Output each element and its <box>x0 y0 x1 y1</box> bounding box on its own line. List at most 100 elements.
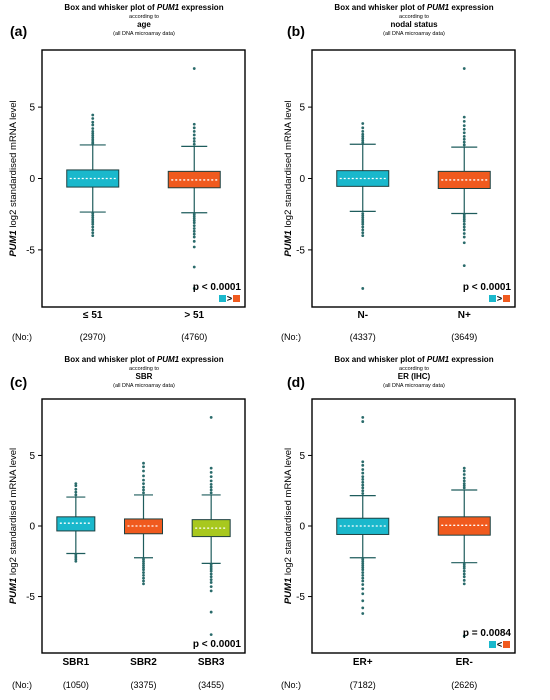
outlier-point <box>462 572 466 576</box>
outlier-point <box>91 129 95 133</box>
outlier-point <box>361 129 365 133</box>
n-label: (No:) <box>12 680 32 690</box>
outlier-point <box>209 567 213 571</box>
outlier-point <box>462 232 466 235</box>
outlier-point <box>74 484 78 488</box>
outlier-point <box>192 133 196 137</box>
y-tick-label: -5 <box>296 245 305 256</box>
outlier-point <box>462 482 466 486</box>
outlier-point <box>91 234 95 238</box>
outlier-point <box>209 565 213 569</box>
outlier-point <box>361 483 365 487</box>
chart-note: (all DNA microarray data) <box>113 31 175 37</box>
box-iqr <box>336 517 390 535</box>
outlier-point <box>462 215 466 219</box>
chart-title-suffix: expression <box>179 3 224 12</box>
outlier-point <box>361 561 365 565</box>
outlier-point <box>361 583 365 586</box>
n-label: (No:) <box>281 680 301 690</box>
outlier-point <box>209 578 213 582</box>
outlier-point <box>361 599 365 603</box>
outlier-point <box>192 142 196 146</box>
category-label: ≤ 51 <box>83 310 103 321</box>
count-label: (7182) <box>350 680 376 690</box>
outlier-point <box>361 212 365 215</box>
outlier-point <box>462 564 466 568</box>
outlier-point <box>361 587 365 591</box>
y-axis-label: PUM1 log2 standardised mRNA level <box>8 100 19 256</box>
chart-subtitle: according to <box>129 366 159 372</box>
outlier-point <box>142 491 145 495</box>
outlier-point <box>192 129 196 133</box>
outlier-point <box>462 225 466 229</box>
chart-title-suffix: expression <box>449 3 494 12</box>
box-iqr <box>66 169 120 188</box>
outlier-point <box>209 479 213 483</box>
category-label: SBR3 <box>198 657 225 668</box>
y-tick-label: 5 <box>299 451 305 462</box>
outlier-point <box>142 576 145 580</box>
outlier-point <box>209 610 213 614</box>
outlier-point <box>361 132 365 136</box>
outlier-point <box>462 140 466 144</box>
p-value: p < 0.0001 <box>193 282 242 293</box>
outlier-point <box>209 569 213 573</box>
outlier-point <box>462 473 466 476</box>
chart-panel-2: Box and whisker plot of PUM1 expression a… <box>281 3 516 342</box>
outlier-point <box>91 140 95 144</box>
y-axis-label-gene: PUM1 <box>283 230 294 256</box>
count-label: (2970) <box>80 332 106 342</box>
p-value: p = 0.0084 <box>463 628 512 639</box>
outlier-point <box>361 492 365 495</box>
chart-title-suffix: expression <box>449 355 494 364</box>
outlier-point <box>462 115 466 119</box>
outlier-point <box>142 482 145 486</box>
outlier-point <box>361 571 365 574</box>
outlier-point <box>74 493 78 497</box>
outlier-point <box>209 466 213 470</box>
outlier-point <box>209 572 213 576</box>
chart-title-suffix: expression <box>179 355 224 364</box>
outlier-point <box>209 563 213 567</box>
outlier-point <box>192 217 196 220</box>
y-tick-label: -5 <box>26 592 35 603</box>
outlier-point <box>74 482 78 486</box>
outlier-point <box>192 212 196 216</box>
comparison-sign: > <box>497 294 502 304</box>
outlier-point <box>74 553 78 557</box>
chart-title: Box and whisker plot of PUM1 expression <box>64 355 223 364</box>
outlier-point <box>361 225 365 229</box>
outlier-point <box>462 217 466 221</box>
panel-label: (a) <box>10 23 27 39</box>
outlier-point <box>462 634 466 638</box>
outlier-point <box>361 231 365 235</box>
outlier-point <box>209 589 213 593</box>
chart-title-prefix: Box and whisker plot of <box>334 3 426 12</box>
outlier-point <box>361 489 365 493</box>
outlier-point <box>142 461 145 465</box>
outlier-point <box>462 134 466 138</box>
outlier-point <box>361 415 365 419</box>
outlier-point <box>361 606 365 610</box>
outlier-point <box>462 241 466 245</box>
category-label: ER+ <box>353 657 373 668</box>
outlier-point <box>142 488 145 492</box>
outlier-point <box>361 566 365 570</box>
outlier-point <box>361 478 365 481</box>
box-1 <box>336 415 390 615</box>
count-label: (4337) <box>350 332 376 342</box>
outlier-point <box>192 122 196 126</box>
box-2 <box>437 67 491 267</box>
box-iqr <box>336 170 390 187</box>
legend-swatch-2 <box>503 295 510 302</box>
y-tick-label: 0 <box>299 174 305 185</box>
category-label: N+ <box>458 310 471 321</box>
outlier-point <box>91 231 95 235</box>
y-axis-label-text: log2 standardised mRNA level <box>283 100 294 230</box>
outlier-point <box>361 568 365 572</box>
outlier-point <box>91 220 95 224</box>
chart-panel-3: Box and whisker plot of PUM1 expression a… <box>8 355 246 690</box>
count-label: (2626) <box>451 680 477 690</box>
outlier-point <box>192 221 196 225</box>
outlier-point <box>209 475 213 479</box>
